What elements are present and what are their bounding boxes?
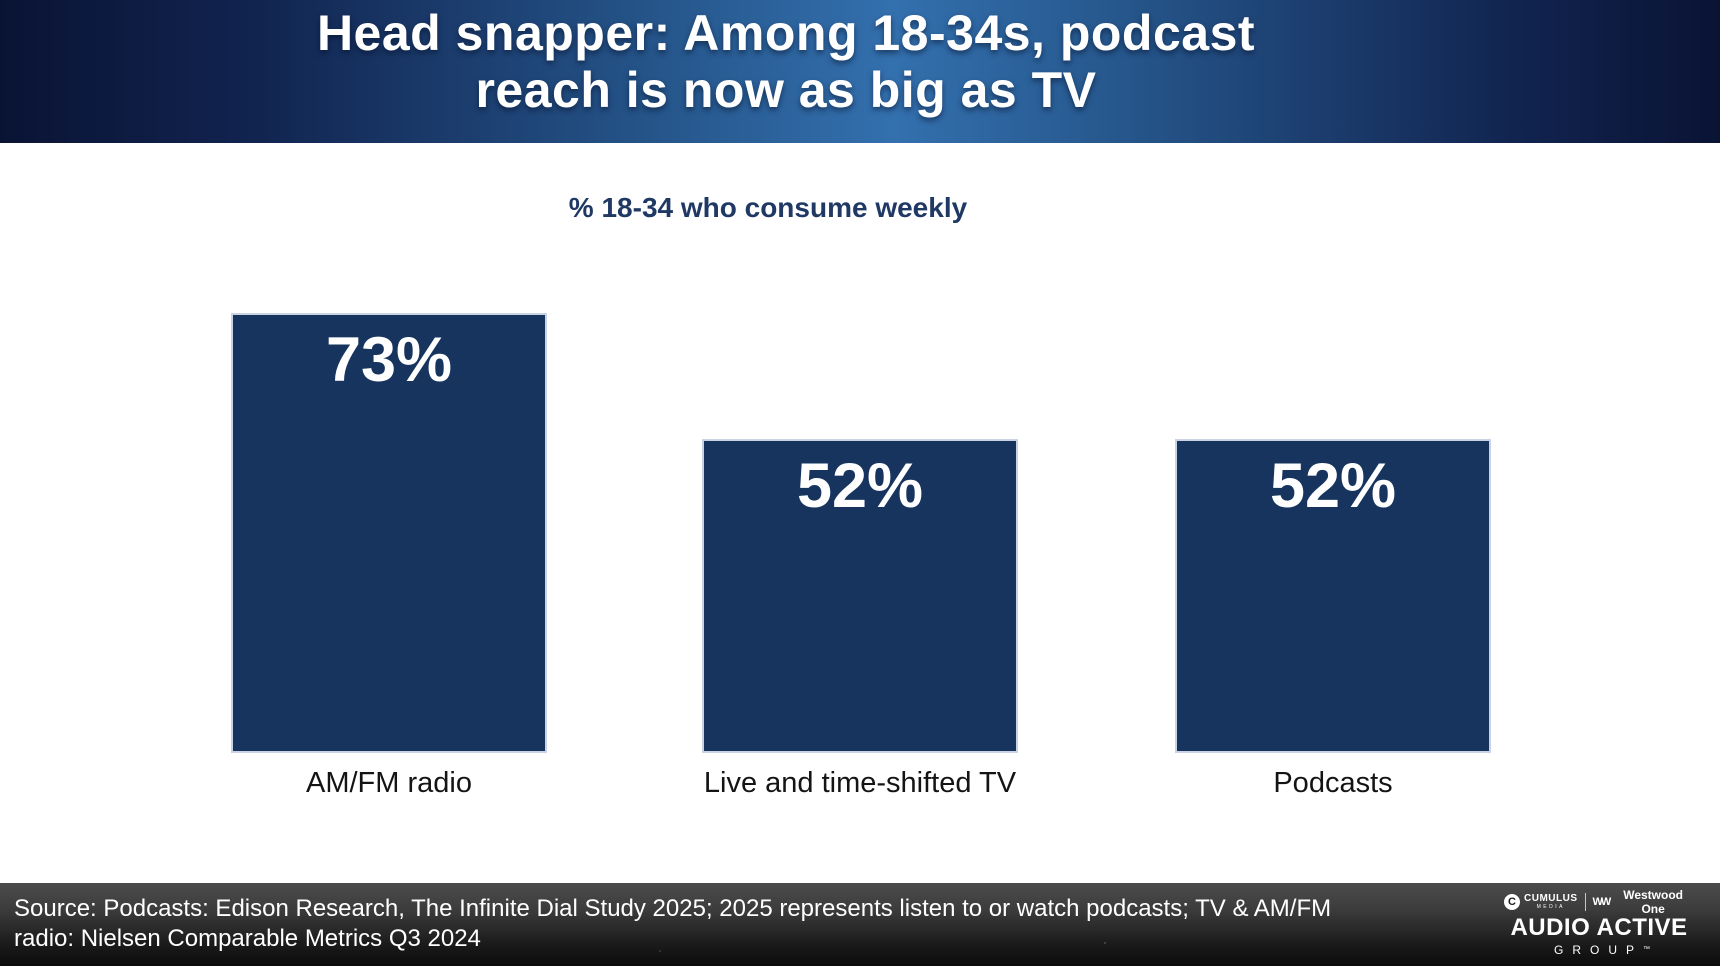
audio-active-wordmark: AUDIO ACTIVE [1510, 914, 1688, 941]
category-label: Live and time-shifted TV [703, 767, 1017, 799]
cumulus-wordmark: CUMULUS MEDIA [1524, 894, 1578, 910]
slide-title-line-2: reach is now as big as TV [475, 62, 1097, 118]
source-text-line-1: Source: Podcasts: Edison Research, The I… [14, 895, 1332, 922]
slide-title: Head snapper: Among 18-34s, podcast reac… [0, 5, 1572, 119]
cumulus-name-text: CUMULUS [1524, 893, 1578, 904]
logo-brands-row: C CUMULUS MEDIA WW Westwood One [1504, 888, 1694, 916]
bar-podcasts: 52% [1175, 439, 1491, 753]
cumulus-media-logo: C CUMULUS MEDIA [1504, 894, 1578, 910]
category-label: AM/FM radio [306, 767, 472, 799]
logo-divider [1584, 893, 1586, 911]
bar-value-label: 52% [796, 451, 924, 521]
trademark-mark: ™ [1643, 946, 1650, 953]
chart-subtitle: % 18-34 who consume weekly [568, 192, 968, 223]
header-band: Head snapper: Among 18-34s, podcast reac… [0, 0, 1720, 143]
slide-title-line-1: Head snapper: Among 18-34s, podcast [316, 5, 1256, 61]
westwood-one-text: Westwood One [1623, 888, 1683, 916]
westwood-ww-icon: WW [1592, 896, 1611, 908]
cumulus-media-text: MEDIA [1536, 904, 1565, 910]
category-label: Podcasts [1273, 767, 1393, 799]
source-text-line-2: radio: Nielsen Comparable Metrics Q3 202… [14, 925, 481, 952]
source-text: Source: Podcasts: Edison Research, The I… [14, 894, 1331, 954]
cumulus-c-icon: C [1504, 894, 1520, 910]
footer-band: Source: Podcasts: Edison Research, The I… [0, 883, 1720, 966]
westwood-one-logo: WW Westwood One [1592, 888, 1694, 916]
group-wordmark: GROUP™ [1510, 942, 1694, 958]
bar-value-label: 73% [325, 325, 453, 395]
bar-value-label: 52% [1269, 451, 1397, 521]
bar-am-fm-radio: 73% [231, 313, 547, 753]
bar-live-and-time-shifted-tv: 52% [702, 439, 1018, 753]
audio-active-group-logo: C CUMULUS MEDIA WW Westwood One AUDIO AC… [1504, 888, 1694, 958]
group-text: GROUP [1553, 943, 1643, 957]
